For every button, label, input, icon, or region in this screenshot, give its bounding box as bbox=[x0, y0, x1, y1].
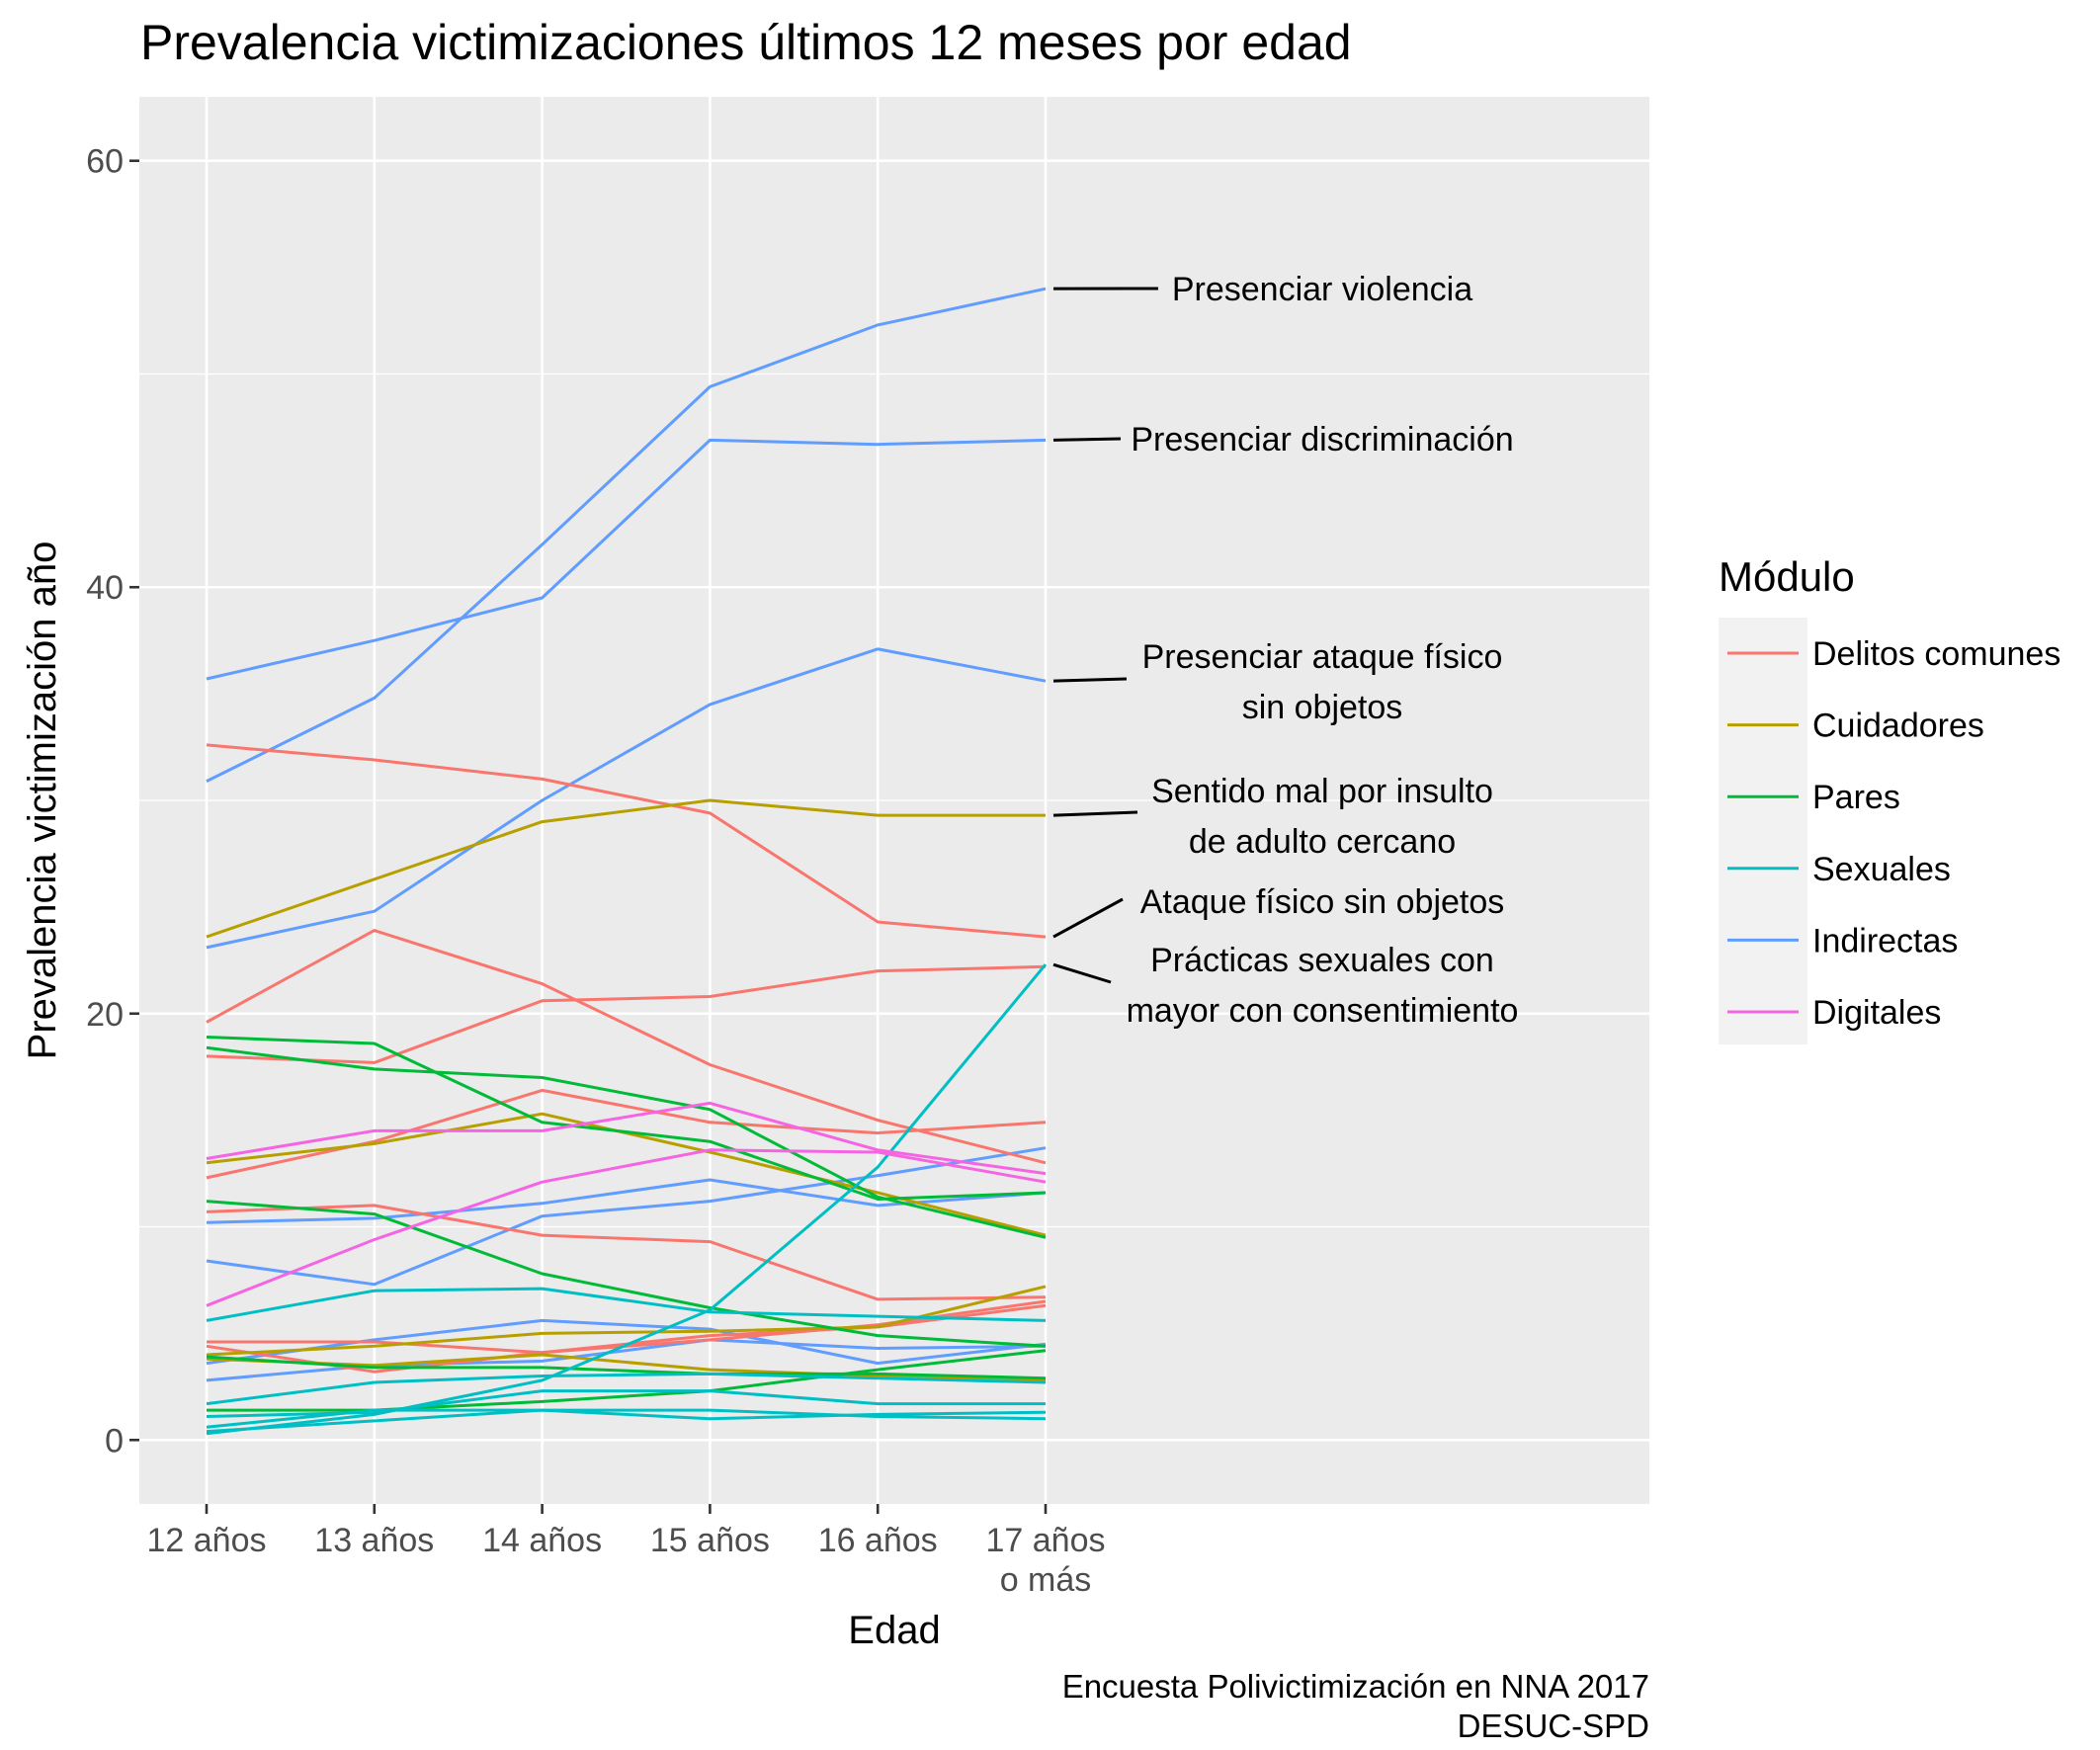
annotation-leader-line bbox=[1052, 962, 1112, 984]
legend-label: Pares bbox=[1812, 779, 1900, 816]
annotation-label-line: Presenciar ataque físico bbox=[1142, 638, 1503, 676]
series-line-digitales-30 bbox=[206, 1148, 1047, 1307]
series-line-sexuales-28 bbox=[206, 1408, 1047, 1434]
series-line-cuidadores-14 bbox=[206, 798, 1046, 939]
annotations: Presenciar violencia Presenciar discrimin… bbox=[1052, 271, 1519, 1030]
series-line-delitos-comunes-11 bbox=[206, 1204, 1047, 1301]
annotation-leader-line bbox=[1052, 677, 1128, 683]
annotation-label-line: Sentido mal por insulto bbox=[1151, 773, 1493, 810]
annotation-label-line: sin objetos bbox=[1242, 689, 1403, 726]
annotation-presenciar-ataque-fisico: Presenciar ataque físico sin objetos bbox=[1052, 638, 1503, 726]
series-line-indirectas-4 bbox=[206, 1146, 1047, 1287]
series-line-sexuales-23 bbox=[206, 963, 1048, 1436]
x-tick-label: 14 años bbox=[482, 1522, 602, 1559]
annotation-presenciar-discriminacion: Presenciar discriminación bbox=[1052, 421, 1514, 458]
x-axis-title: Edad bbox=[848, 1609, 940, 1652]
series-line-sexuales-25 bbox=[206, 1372, 1047, 1406]
annotation-leader-line bbox=[1052, 437, 1122, 442]
series-lines bbox=[206, 287, 1048, 1436]
series-line-delitos-comunes-7 bbox=[206, 743, 1047, 939]
annotation-leader-line bbox=[1052, 810, 1138, 817]
x-tick-label: 15 años bbox=[650, 1522, 770, 1559]
annotation-presenciar-violencia: Presenciar violencia bbox=[1052, 271, 1472, 308]
legend-item-pares: Pares bbox=[1727, 779, 1900, 816]
x-tick-label: 12 años bbox=[147, 1522, 267, 1559]
legend-item-cuidadores: Cuidadores bbox=[1727, 708, 1984, 745]
annotation-label-line: Prácticas sexuales con bbox=[1150, 942, 1494, 979]
series-line-delitos-comunes-9 bbox=[206, 964, 1047, 1064]
series-line-indirectas-0 bbox=[206, 287, 1047, 783]
y-tick-label: 40 bbox=[86, 569, 124, 607]
series-line-pares-22 bbox=[207, 1349, 1047, 1412]
legend-item-digitales: Digitales bbox=[1727, 994, 1941, 1032]
chart-title: Prevalencia victimizaciones últimos 12 m… bbox=[140, 15, 1352, 70]
series-line-sexuales-24 bbox=[206, 1287, 1047, 1322]
x-tick-label: 16 años bbox=[818, 1522, 938, 1559]
annotation-sentido-mal-por-insulto: Sentido mal por insulto de adulto cercano bbox=[1052, 773, 1493, 861]
annotation-label-line: Presenciar violencia bbox=[1172, 271, 1472, 308]
y-tick-label: 0 bbox=[105, 1422, 124, 1459]
annotation-practicas-sexuales-con: Prácticas sexuales con mayor con consenti… bbox=[1052, 942, 1519, 1030]
legend-label: Sexuales bbox=[1812, 851, 1951, 888]
y-axis-title: Prevalencia victimización año bbox=[21, 542, 64, 1060]
caption: Encuesta Polivictimización en NNA 2017 D… bbox=[1062, 1668, 1649, 1744]
series-line-delitos-comunes-8 bbox=[206, 929, 1047, 1165]
caption-line-1: Encuesta Polivictimización en NNA 2017 bbox=[1062, 1668, 1649, 1705]
legend: Módulo Delitos comunes Cuidadores Pares Sex… bbox=[1719, 553, 2060, 1044]
legend-item-indirectas: Indirectas bbox=[1727, 922, 1958, 959]
annotation-ataque-fisico-sin-objetos: Ataque físico sin objetos bbox=[1052, 883, 1505, 939]
legend-label: Delitos comunes bbox=[1812, 635, 2060, 673]
legend-key-background bbox=[1719, 618, 1807, 1044]
legend-label: Indirectas bbox=[1812, 922, 1958, 959]
x-tick-label: 13 años bbox=[314, 1522, 434, 1559]
series-line-indirectas-1 bbox=[206, 438, 1047, 681]
axes: 0 20 40 60 12 años 13 años 14 años 15 años 16 añ… bbox=[86, 143, 1105, 1599]
series-line-pares-18 bbox=[206, 1036, 1047, 1201]
annotation-label-line: de adulto cercano bbox=[1189, 823, 1456, 861]
caption-line-2: DESUC-SPD bbox=[1458, 1708, 1649, 1744]
y-tick-label: 20 bbox=[86, 996, 124, 1034]
series-line-pares-20 bbox=[206, 1200, 1047, 1348]
series-line-pares-19 bbox=[206, 1045, 1047, 1239]
series-line-sexuales-27 bbox=[206, 1408, 1047, 1429]
legend-label: Cuidadores bbox=[1812, 708, 1984, 745]
annotation-label-line: Presenciar discriminación bbox=[1131, 421, 1513, 458]
series-line-pares-21 bbox=[206, 1355, 1047, 1380]
x-tick-label: 17 años o más bbox=[986, 1522, 1106, 1599]
legend-label: Digitales bbox=[1812, 994, 1941, 1032]
series-line-indirectas-5 bbox=[206, 1318, 1047, 1366]
series-line-cuidadores-16 bbox=[206, 1285, 1047, 1357]
series-line-indirectas-2 bbox=[206, 647, 1047, 950]
annotation-label-line: Ataque físico sin objetos bbox=[1140, 883, 1505, 921]
annotation-leader-line bbox=[1052, 897, 1124, 939]
series-line-digitales-29 bbox=[206, 1101, 1047, 1176]
annotation-label-line: mayor con consentimiento bbox=[1127, 992, 1519, 1030]
y-tick-label: 60 bbox=[86, 143, 124, 181]
legend-item-delitos-comunes: Delitos comunes bbox=[1727, 635, 2060, 673]
legend-title: Módulo bbox=[1719, 553, 1855, 600]
legend-item-sexuales: Sexuales bbox=[1727, 851, 1951, 888]
